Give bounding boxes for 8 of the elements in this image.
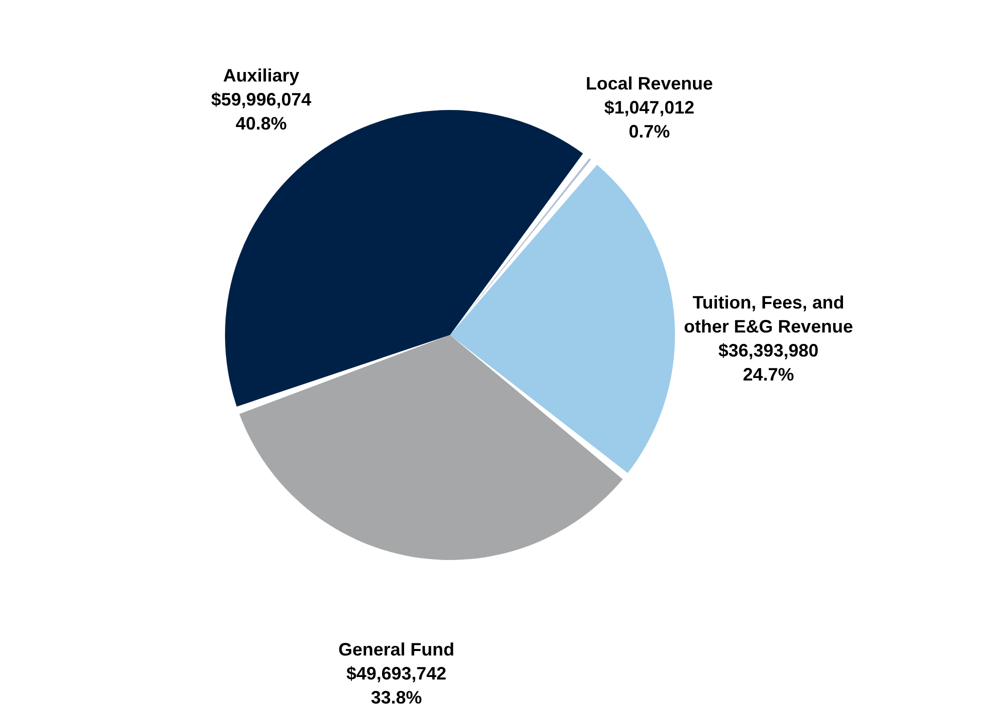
data-label: $1,047,012 0.7% [604,98,694,142]
data-label: $36,393,980 24.7% [718,340,818,384]
slice-label: General Fund [338,639,454,660]
data-label: $59,996,074 40.8% [211,90,312,134]
data-label: $49,693,742 33.8% [346,663,446,708]
slice-label: Tuition, Fees, and other E&G Revenue [684,292,853,336]
slice-label: Auxiliary [223,66,300,86]
slice-label: Local Revenue [586,74,713,94]
